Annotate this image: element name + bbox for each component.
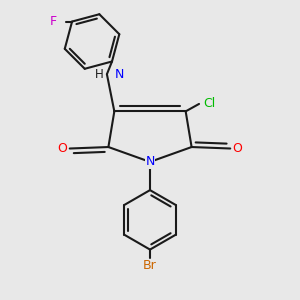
Text: Cl: Cl [203,98,216,110]
Text: F: F [50,15,57,28]
Text: N: N [114,68,124,81]
Text: H: H [95,68,104,81]
Text: O: O [57,142,67,155]
Text: O: O [233,142,243,155]
Text: Br: Br [143,260,157,272]
Text: N: N [145,155,155,168]
